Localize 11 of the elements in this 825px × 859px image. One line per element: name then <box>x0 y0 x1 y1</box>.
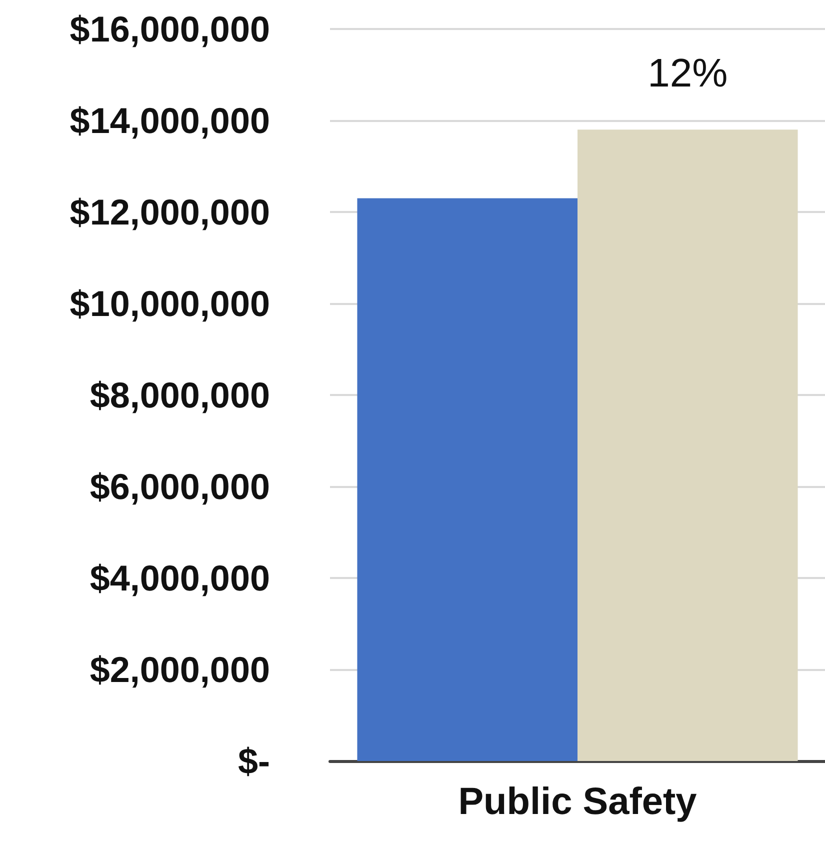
y-tick-label: $12,000,000 <box>70 192 270 232</box>
y-tick-label: $6,000,000 <box>90 466 270 507</box>
y-tick-label: $- <box>238 740 270 782</box>
y-tick-label: $2,000,000 <box>90 649 270 690</box>
y-tick-label: $4,000,000 <box>90 558 270 598</box>
x-tick-label: Public Safety <box>458 781 697 823</box>
y-tick-label: $10,000,000 <box>70 283 270 324</box>
y-tick-label: $8,000,000 <box>90 374 270 416</box>
annotation: 12% <box>648 52 728 96</box>
y-tick-label: $14,000,000 <box>70 100 270 141</box>
y-tick-label: $16,000,000 <box>70 8 270 50</box>
